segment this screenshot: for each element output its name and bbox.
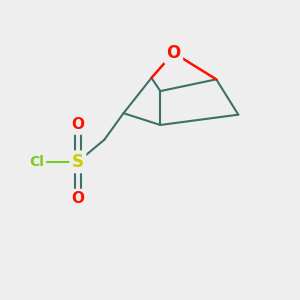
Text: O: O [71,191,84,206]
Text: O: O [71,118,84,133]
Text: S: S [72,153,84,171]
Text: O: O [167,44,181,62]
Text: Cl: Cl [29,155,44,169]
